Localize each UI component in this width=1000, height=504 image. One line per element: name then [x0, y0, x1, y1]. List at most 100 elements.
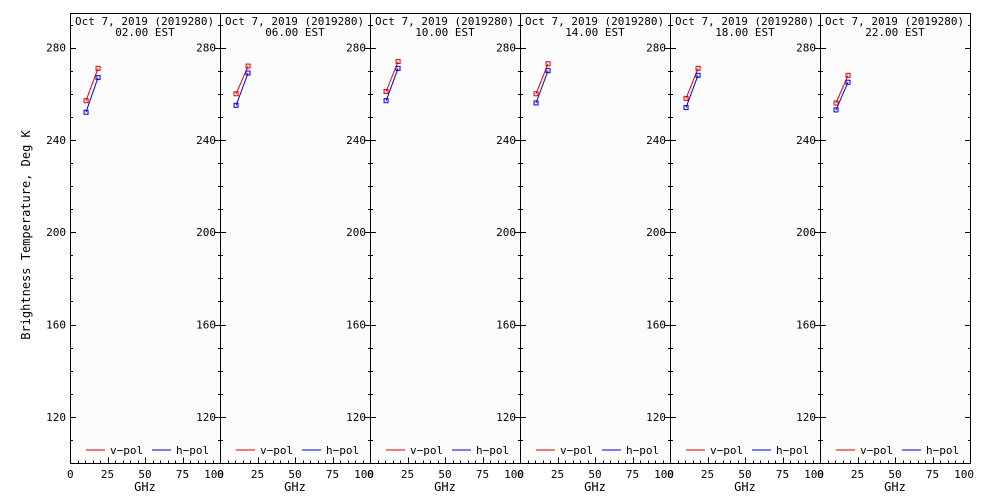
y-tick-label: 160 — [196, 319, 216, 332]
x-tick-label: 0 — [817, 468, 824, 481]
legend-label-h-pol: h−pol — [176, 444, 209, 457]
y-tick-label: 280 — [646, 42, 666, 55]
legend-label-h-pol: h−pol — [326, 444, 359, 457]
x-tick-label: 100 — [504, 468, 524, 481]
legend-label-v-pol: v−pol — [260, 444, 293, 457]
plot-frame — [670, 13, 821, 464]
x-tick-label: 0 — [67, 468, 74, 481]
legend-label-h-pol: h−pol — [476, 444, 509, 457]
data-point-h-pol — [233, 102, 239, 108]
x-tick-label: 75 — [626, 468, 639, 481]
y-tick-label: 120 — [796, 411, 816, 424]
y-tick-label: 240 — [646, 134, 666, 147]
panel-1: Oct 7, 2019 (2019280)02.00 EST 120 160 200 2… — [46, 13, 224, 494]
data-point-v-pol — [833, 100, 839, 106]
series-line-h-pol — [235, 72, 249, 106]
panel-title: Oct 7, 2019 (2019280) — [675, 15, 814, 28]
series-line-h-pol — [85, 77, 99, 113]
x-tick-label: 25 — [701, 468, 714, 481]
x-tick-label: 50 — [888, 468, 901, 481]
x-tick-label: 75 — [926, 468, 939, 481]
x-tick-label: 25 — [101, 468, 114, 481]
data-point-v-pol — [683, 95, 689, 101]
x-tick-label: 100 — [204, 468, 224, 481]
plot-frame — [820, 13, 971, 464]
data-point-h-pol — [545, 68, 551, 74]
panel-subtitle: 14.00 EST — [565, 26, 625, 39]
x-tick-label: 0 — [517, 468, 524, 481]
x-tick-label: 50 — [438, 468, 451, 481]
legend-label-v-pol: v−pol — [560, 444, 593, 457]
data-point-v-pol — [545, 61, 551, 67]
data-point-v-pol — [95, 65, 101, 71]
x-tick-label: 50 — [738, 468, 751, 481]
y-tick-label: 120 — [646, 411, 666, 424]
legend-label-v-pol: v−pol — [710, 444, 743, 457]
y-tick-label: 240 — [196, 134, 216, 147]
x-tick-label: 25 — [551, 468, 564, 481]
plot-frame — [220, 13, 371, 464]
y-tick-label: 120 — [46, 411, 66, 424]
y-tick-label: 240 — [796, 134, 816, 147]
x-axis-label: GHz — [884, 480, 906, 494]
panel-subtitle: 06.00 EST — [265, 26, 325, 39]
series-line-v-pol — [85, 68, 99, 101]
x-axis-label: GHz — [734, 480, 756, 494]
x-tick-label: 50 — [288, 468, 301, 481]
x-axis-label: GHz — [434, 480, 456, 494]
data-point-v-pol — [233, 91, 239, 97]
y-axis-label: Brightness Temperature, Deg K — [19, 129, 33, 339]
y-tick-label: 240 — [46, 134, 66, 147]
data-point-h-pol — [83, 109, 89, 115]
x-tick-label: 100 — [654, 468, 674, 481]
x-tick-label: 0 — [667, 468, 674, 481]
data-point-v-pol — [695, 65, 701, 71]
panel-subtitle: 22.00 EST — [865, 26, 925, 39]
y-tick-label: 160 — [646, 319, 666, 332]
y-tick-label: 280 — [46, 42, 66, 55]
y-tick-label: 280 — [796, 42, 816, 55]
y-tick-label: 200 — [46, 226, 66, 239]
panel-3: Oct 7, 2019 (2019280)10.00 EST 120 160 200 2… — [346, 13, 524, 494]
data-point-v-pol — [83, 98, 89, 104]
x-tick-label: 100 — [954, 468, 974, 481]
data-point-v-pol — [245, 63, 251, 69]
series-line-h-pol — [385, 68, 399, 101]
x-tick-label: 0 — [217, 468, 224, 481]
panel-title: Oct 7, 2019 (2019280) — [75, 15, 214, 28]
y-tick-label: 200 — [346, 226, 366, 239]
x-tick-label: 50 — [588, 468, 601, 481]
data-point-h-pol — [533, 100, 539, 106]
panel-subtitle: 18.00 EST — [715, 26, 775, 39]
panel-4: Oct 7, 2019 (2019280)14.00 EST 120 160 200 2… — [496, 13, 674, 494]
x-tick-label: 75 — [326, 468, 339, 481]
legend-label-h-pol: h−pol — [926, 444, 959, 457]
x-tick-label: 100 — [354, 468, 374, 481]
y-tick-label: 160 — [496, 319, 516, 332]
x-tick-label: 100 — [804, 468, 824, 481]
y-tick-label: 200 — [196, 226, 216, 239]
y-tick-label: 120 — [496, 411, 516, 424]
x-axis-label: GHz — [284, 480, 306, 494]
series-line-h-pol — [835, 82, 849, 111]
y-tick-label: 240 — [496, 134, 516, 147]
plot-frame — [70, 13, 221, 464]
legend-label-h-pol: h−pol — [626, 444, 659, 457]
x-tick-label: 25 — [251, 468, 264, 481]
data-point-v-pol — [533, 91, 539, 97]
data-point-h-pol — [383, 98, 389, 104]
y-tick-label: 280 — [346, 42, 366, 55]
legend-label-v-pol: v−pol — [410, 444, 443, 457]
panel-6: Oct 7, 2019 (2019280)22.00 EST 120 160 200 2… — [796, 13, 974, 494]
panel-title: Oct 7, 2019 (2019280) — [525, 15, 664, 28]
data-point-v-pol — [845, 72, 851, 78]
panel-subtitle: 10.00 EST — [415, 26, 475, 39]
series-line-h-pol — [535, 70, 549, 104]
x-tick-label: 25 — [401, 468, 414, 481]
data-point-h-pol — [845, 79, 851, 85]
y-tick-label: 200 — [796, 226, 816, 239]
y-tick-label: 120 — [346, 411, 366, 424]
data-point-h-pol — [395, 65, 401, 71]
y-tick-label: 160 — [46, 319, 66, 332]
